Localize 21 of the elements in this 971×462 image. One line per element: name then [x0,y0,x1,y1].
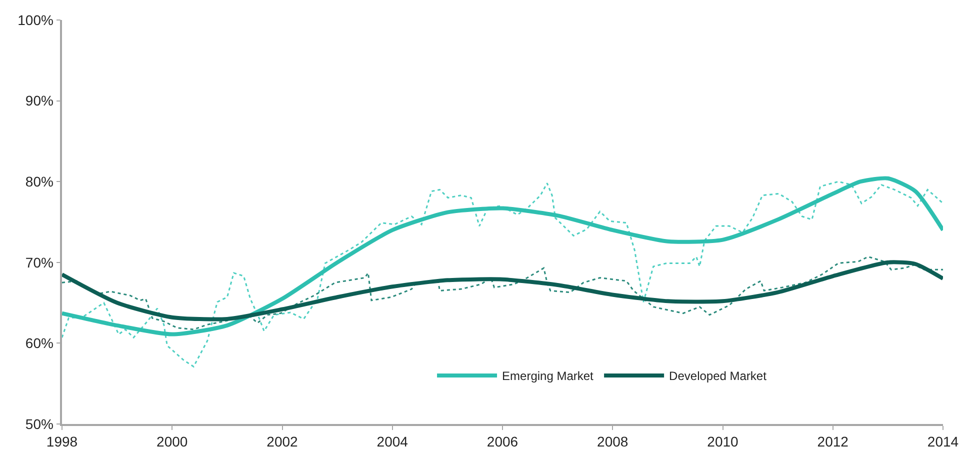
line-series [62,260,943,322]
y-tick-label: 90% [25,92,54,109]
y-tick-label: 80% [25,174,54,190]
y-tick-label: 60% [25,335,54,352]
y-tick-label: 50% [25,416,54,432]
line-series [62,180,943,368]
y-tick-label: 70% [25,254,54,270]
y-tick-label: 100% [18,12,54,28]
line-series [62,256,943,330]
legend-label: Developed Market [669,369,768,384]
x-tick-label: 2008 [597,434,628,450]
x-tick-label: 1998 [46,434,78,450]
x-tick-label: 2000 [156,434,188,450]
x-tick-label: 2012 [817,434,849,450]
x-tick-label: 2010 [707,434,739,450]
x-tick-label: 2014 [927,434,959,450]
x-tick-label: 2004 [376,434,408,450]
x-tick-label: 2002 [266,434,298,450]
x-tick-label: 2006 [486,434,518,450]
line-series [62,176,943,336]
legend-label: Emerging Market [502,369,594,384]
